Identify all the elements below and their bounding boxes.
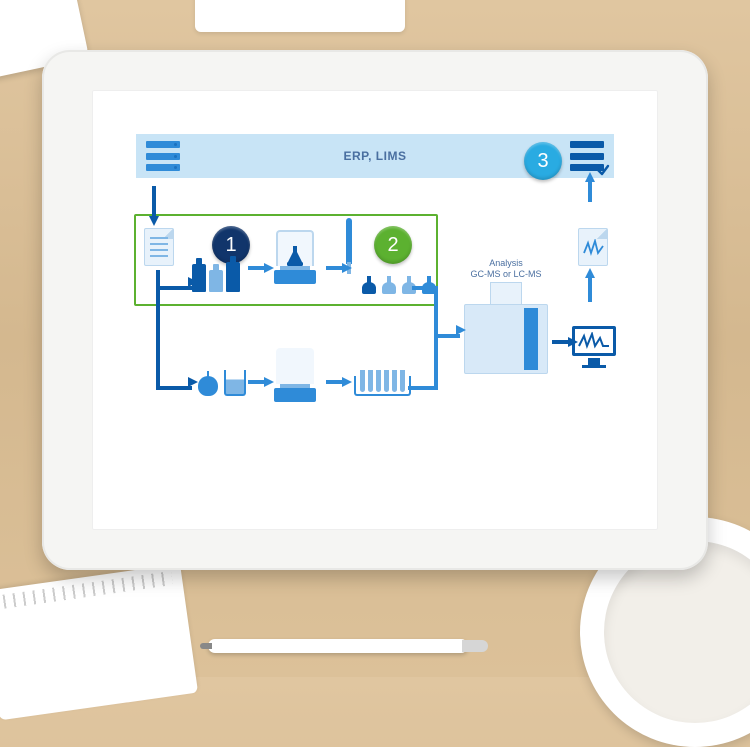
workflow-diagram: ERP, LIMS 1 2 3 [92, 90, 658, 530]
pipette-icon [346, 218, 352, 264]
balance-weighing-icon-2 [268, 348, 322, 402]
document-output-icon [578, 228, 608, 266]
volumetric-flasks-icon [362, 276, 436, 294]
desk-notebook-bottom-left [0, 564, 198, 721]
tablet-screen: ERP, LIMS 1 2 3 [92, 90, 658, 530]
server-right-icon [570, 141, 604, 171]
callout-3-number: 3 [537, 150, 548, 173]
callout-3: 3 [524, 142, 562, 180]
desk-pen [208, 639, 468, 653]
balance-weighing-icon [268, 230, 322, 284]
tablet-frame: ERP, LIMS 1 2 3 [42, 50, 708, 570]
analysis-label: Analysis GC-MS or LC-MS [464, 258, 548, 280]
server-left-icon [146, 141, 180, 171]
sample-food-icon [198, 370, 246, 396]
document-input-icon [144, 228, 174, 266]
checkmark-icon [596, 163, 610, 177]
test-tubes-rack-icon [354, 376, 411, 396]
callout-2: 2 [374, 226, 412, 264]
desk-notebook-top [195, 0, 405, 32]
banner-label: ERP, LIMS [180, 149, 570, 163]
callout-2-number: 2 [387, 234, 398, 257]
analysis-instrument-icon: Analysis GC-MS or LC-MS [464, 282, 548, 374]
callout-1-number: 1 [225, 234, 236, 257]
